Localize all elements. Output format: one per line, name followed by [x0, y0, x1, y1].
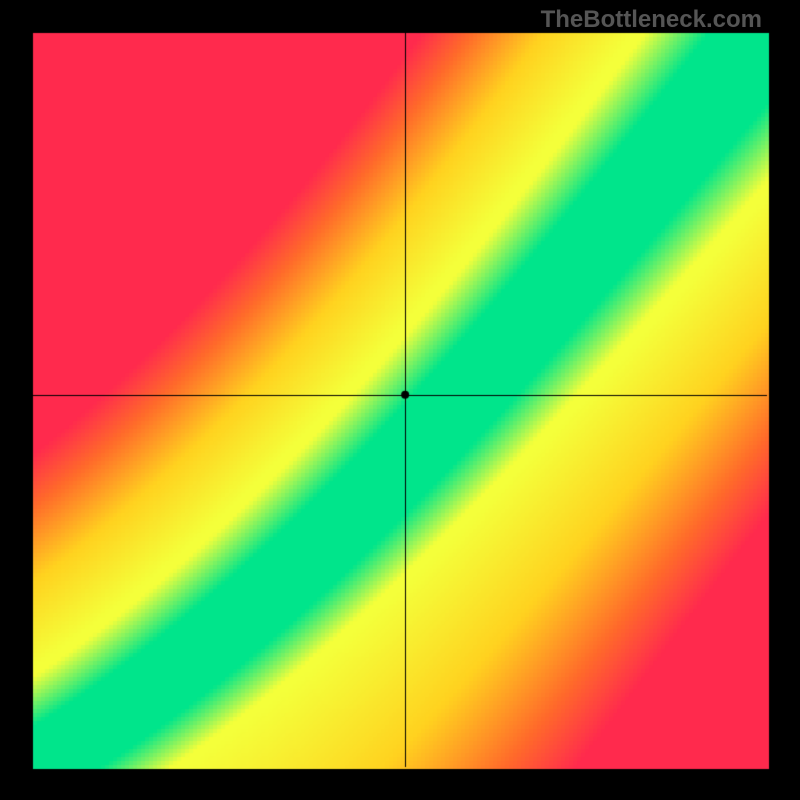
bottleneck-heatmap: [0, 0, 800, 800]
watermark-text: TheBottleneck.com: [541, 6, 762, 34]
chart-container: TheBottleneck.com: [0, 0, 800, 800]
